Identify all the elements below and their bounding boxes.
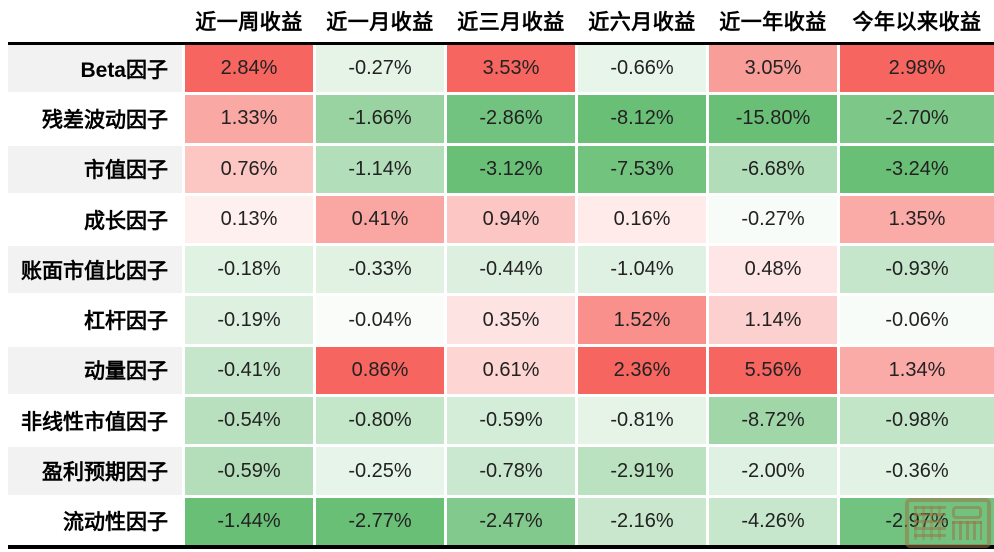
value-cell: 0.61% (447, 346, 575, 395)
value-cell: -2.00% (709, 447, 837, 495)
value-cell: 1.35% (840, 195, 994, 244)
table-header-row: 近一周收益 近一月收益 近三月收益 近六月收益 近一年收益 今年以来收益 (8, 0, 994, 45)
value-cell: 3.53% (447, 45, 575, 93)
value-cell: -0.66% (578, 45, 706, 93)
value-cell: 0.48% (709, 246, 837, 294)
value-cell: -7.53% (578, 145, 706, 193)
value-cell: -0.27% (709, 195, 837, 244)
value-cell: -0.06% (840, 296, 994, 344)
column-header-3: 近三月收益 (457, 11, 565, 34)
value-cell: -0.41% (185, 346, 313, 395)
value-cell: 1.14% (709, 296, 837, 344)
value-cell: 2.98% (840, 45, 994, 93)
value-cell: -0.27% (316, 45, 444, 93)
row-label: 成长因子 (8, 195, 182, 244)
value-cell: -0.59% (447, 397, 575, 445)
row-label: 市值因子 (8, 145, 182, 193)
row-label: 残差波动因子 (8, 95, 182, 143)
value-cell: 3.05% (709, 45, 837, 93)
value-cell: -2.16% (578, 497, 706, 545)
table-row: Beta因子 2.84% -0.27% 3.53% -0.66% 3.05% 2.98% (8, 45, 994, 93)
value-cell: -0.93% (840, 246, 994, 294)
value-cell: 5.56% (709, 346, 837, 395)
row-label: 非线性市值因子 (8, 397, 182, 445)
table-row: 账面市值比因子 -0.18% -0.33% -0.44% -1.04% 0.48% -0.9… (8, 246, 994, 294)
column-header-6: 今年以来收益 (852, 11, 982, 34)
value-cell: -0.04% (316, 296, 444, 344)
value-cell: -0.33% (316, 246, 444, 294)
value-cell: -0.18% (185, 246, 313, 294)
value-cell: 0.76% (185, 145, 313, 193)
value-cell: -8.12% (578, 95, 706, 143)
value-cell: -0.98% (840, 397, 994, 445)
value-cell: -8.72% (709, 397, 837, 445)
table-row: 盈利预期因子 -0.59% -0.25% -0.78% -2.91% -2.00% -0.3… (8, 447, 994, 495)
column-header-1: 近一周收益 (195, 11, 303, 34)
value-cell: 0.13% (185, 195, 313, 244)
row-label: 流动性因子 (8, 497, 182, 545)
table-body: Beta因子 2.84% -0.27% 3.53% -0.66% 3.05% 2.98% 残差… (8, 45, 994, 545)
table-bottom-border (8, 545, 994, 549)
value-cell: -2.86% (447, 95, 575, 143)
row-label: 盈利预期因子 (8, 447, 182, 495)
value-cell: -2.77% (316, 497, 444, 545)
value-cell: 0.35% (447, 296, 575, 344)
value-cell: -0.80% (316, 397, 444, 445)
value-cell: -0.44% (447, 246, 575, 294)
value-cell: -0.36% (840, 447, 994, 495)
value-cell: 2.36% (578, 346, 706, 395)
row-label: Beta因子 (8, 45, 182, 93)
value-cell: -2.91% (578, 447, 706, 495)
table-row: 动量因子 -0.41% 0.86% 0.61% 2.36% 5.56% 1.34% (8, 346, 994, 395)
value-cell: -3.24% (840, 145, 994, 193)
value-cell: -0.25% (316, 447, 444, 495)
value-cell: -0.81% (578, 397, 706, 445)
value-cell: 0.94% (447, 195, 575, 244)
value-cell: -2.97% (840, 497, 994, 545)
value-cell: -1.44% (185, 497, 313, 545)
row-label: 账面市值比因子 (8, 246, 182, 294)
value-cell: -0.19% (185, 296, 313, 344)
row-label: 动量因子 (8, 346, 182, 395)
value-cell: -15.80% (709, 95, 837, 143)
column-header-5: 近一年收益 (719, 11, 827, 34)
value-cell: 0.41% (316, 195, 444, 244)
value-cell: -0.54% (185, 397, 313, 445)
table-row: 成长因子 0.13% 0.41% 0.94% 0.16% -0.27% 1.35% (8, 195, 994, 244)
value-cell: 0.86% (316, 346, 444, 395)
table-row: 残差波动因子 1.33% -1.66% -2.86% -8.12% -15.80% -2.7… (8, 95, 994, 143)
value-cell: -1.04% (578, 246, 706, 294)
value-cell: 1.34% (840, 346, 994, 395)
table-row: 市值因子 0.76% -1.14% -3.12% -7.53% -6.68% -3.24% (8, 145, 994, 193)
table-row: 杠杆因子 -0.19% -0.04% 0.35% 1.52% 1.14% -0.06% (8, 296, 994, 344)
value-cell: 0.16% (578, 195, 706, 244)
table-row: 流动性因子 -1.44% -2.77% -2.47% -2.16% -4.26% -2.97… (8, 497, 994, 545)
value-cell: 2.84% (185, 45, 313, 93)
value-cell: -2.47% (447, 497, 575, 545)
value-cell: -0.78% (447, 447, 575, 495)
table-row: 非线性市值因子 -0.54% -0.80% -0.59% -0.81% -8.72% -0.… (8, 397, 994, 445)
value-cell: 1.33% (185, 95, 313, 143)
column-header-2: 近一月收益 (326, 11, 434, 34)
value-cell: -2.70% (840, 95, 994, 143)
value-cell: 1.52% (578, 296, 706, 344)
value-cell: -6.68% (709, 145, 837, 193)
column-header-4: 近六月收益 (588, 11, 696, 34)
value-cell: -4.26% (709, 497, 837, 545)
value-cell: -0.59% (185, 447, 313, 495)
row-label: 杠杆因子 (8, 296, 182, 344)
value-cell: -1.14% (316, 145, 444, 193)
value-cell: -1.66% (316, 95, 444, 143)
value-cell: -3.12% (447, 145, 575, 193)
